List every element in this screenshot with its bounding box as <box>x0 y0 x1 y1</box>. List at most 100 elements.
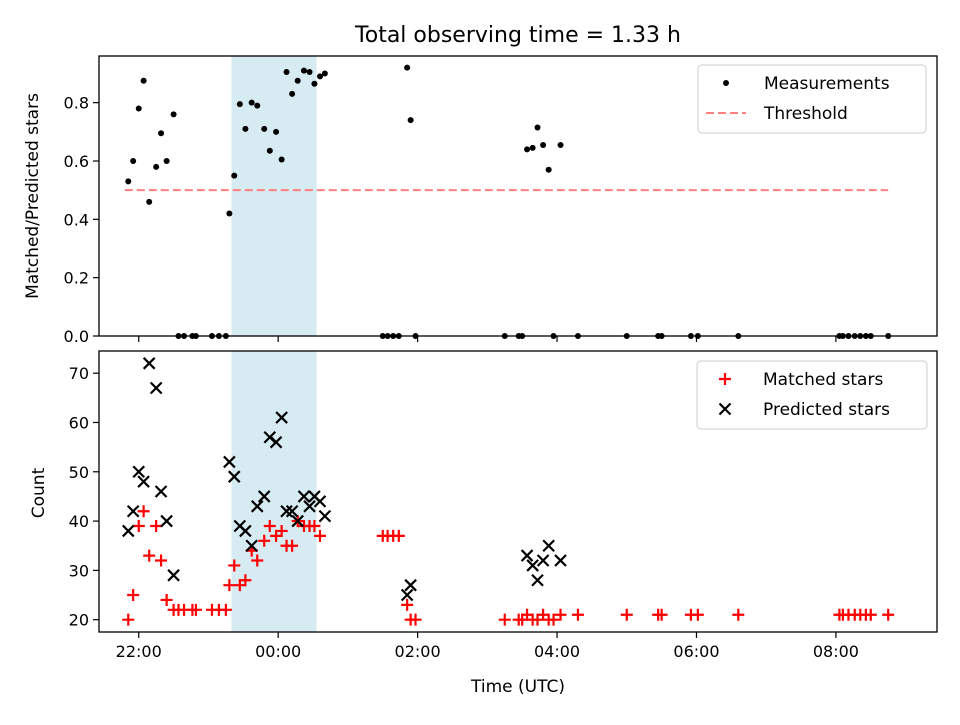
top-series-measurements-point <box>231 172 238 179</box>
bottom-series-matched-stars-point <box>155 554 168 567</box>
bottom-y-tick-label: 20 <box>69 611 89 630</box>
bottom-series-predicted-stars-point <box>167 569 180 582</box>
bottom-series-predicted-stars-point <box>531 573 544 587</box>
bottom-series-predicted-stars-point <box>526 559 539 572</box>
bottom-series-matched-stars-point <box>314 529 327 542</box>
bottom-series-predicted-stars-point <box>126 504 140 518</box>
bottom-series-predicted-stars-point <box>132 465 146 479</box>
bottom-series-matched-stars-point <box>122 613 135 626</box>
top-series-measurements-point <box>163 158 170 164</box>
bottom-legend-entry-label: Matched stars <box>763 370 883 390</box>
bottom-series-predicted-stars-point <box>275 411 288 424</box>
top-series-measurements-point <box>226 210 233 217</box>
chart-title: Total observing time = 1.33 h <box>354 23 681 48</box>
bottom-series-predicted-stars-point <box>142 357 156 370</box>
top-series-measurements-point <box>321 70 328 77</box>
bottom-series-predicted-stars-point <box>542 539 555 553</box>
bottom-series-matched-stars-point <box>223 579 236 592</box>
bottom-y-tick-label: 60 <box>69 413 89 432</box>
bottom-series-predicted-stars-point <box>404 578 417 592</box>
bottom-series-matched-stars-point <box>882 608 895 621</box>
bottom-series-predicted-stars-point <box>520 549 534 562</box>
bottom-series-predicted-stars-point <box>154 485 168 498</box>
bottom-series-predicted-stars-point <box>257 490 271 503</box>
bottom-x-tick-label: 04:00 <box>534 642 580 661</box>
bottom-series-predicted-stars-point <box>227 470 241 483</box>
bottom-x-tick-label: 06:00 <box>673 642 719 661</box>
bottom-series-matched-stars-point <box>228 559 241 572</box>
top-series-measurements-point <box>407 117 414 124</box>
bottom-series-matched-stars-point <box>864 608 877 621</box>
top-frame <box>98 55 938 337</box>
top-series-measurements-point <box>248 99 255 106</box>
top-panel: 0.0 0.2 0.4 0.6 0.8 Measurements Threshold <box>64 55 938 346</box>
top-series-measurements-point <box>242 125 249 132</box>
bottom-series-predicted-stars-point <box>554 554 567 567</box>
top-y-axis-label: Matched/Predicted stars <box>23 93 43 299</box>
bottom-series-predicted-stars-point <box>285 504 299 518</box>
top-series-measurements-point <box>300 67 307 74</box>
bottom-series-matched-stars-point <box>401 598 414 611</box>
bottom-y-tick-label: 50 <box>69 463 89 482</box>
top-series-measurements-point <box>261 125 268 132</box>
bottom-series-matched-stars-point <box>189 603 202 616</box>
bottom-series-predicted-stars-point <box>122 524 135 538</box>
top-legend-entry-label: Measurements <box>764 74 890 94</box>
top-series-measurements-point <box>283 69 290 76</box>
top-series-measurements-point <box>140 77 147 84</box>
bottom-series-predicted-stars-point <box>400 588 414 602</box>
bottom-series-matched-stars-point <box>547 613 560 626</box>
bottom-series-matched-stars-point <box>127 589 140 602</box>
top-series-measurements-point <box>158 130 165 137</box>
bottom-series-predicted-stars-point <box>297 490 311 503</box>
top-y-tick-label: 0.2 <box>64 269 89 288</box>
bottom-legend-entry-marker <box>719 373 731 385</box>
top-series-measurements-point <box>545 166 552 173</box>
bottom-series-predicted-stars-point <box>280 504 293 518</box>
bottom-series-predicted-stars-point <box>313 495 327 508</box>
bottom-series-matched-stars-point <box>308 520 321 533</box>
bottom-series-matched-stars-point <box>392 529 405 542</box>
bottom-series-matched-stars-point <box>620 608 633 621</box>
top-shaded-region <box>231 56 317 336</box>
top-series-measurements-point <box>125 178 132 185</box>
bottom-series-predicted-stars-point <box>303 500 316 513</box>
bottom-series-predicted-stars-point <box>149 381 163 395</box>
top-legend <box>697 64 927 134</box>
bottom-series-predicted-stars-point <box>291 514 304 528</box>
bottom-series-matched-stars-point <box>554 608 567 621</box>
top-series-measurements-point <box>557 141 564 148</box>
bottom-legend-entry-marker <box>718 402 732 416</box>
bottom-series-matched-stars-point <box>251 554 264 567</box>
top-series-measurements-point <box>306 69 313 76</box>
bottom-series-predicted-stars-point <box>536 554 550 567</box>
top-series-measurements-point <box>153 163 160 170</box>
top-y-tick-label: 0.6 <box>64 152 89 171</box>
top-series-measurements-point <box>278 156 285 163</box>
bottom-series-matched-stars-point <box>409 613 422 626</box>
bottom-series-predicted-stars-point <box>137 475 150 488</box>
bottom-legend <box>696 360 928 430</box>
top-series-measurements-point <box>130 158 137 164</box>
top-series-measurements-point <box>524 146 531 153</box>
bottom-series-predicted-stars-point <box>269 435 283 449</box>
bottom-series-matched-stars-point <box>732 608 745 621</box>
top-series-measurements-point <box>404 64 411 71</box>
bottom-series-matched-stars-point <box>691 608 704 621</box>
bottom-series-matched-stars-point <box>263 520 276 533</box>
bottom-series-predicted-stars-point <box>160 514 173 528</box>
top-series-measurements-point <box>289 90 296 97</box>
bottom-series-predicted-stars-point <box>245 539 258 553</box>
bottom-x-tick-label: 00:00 <box>255 642 301 661</box>
x-axis-label: Time (UTC) <box>470 677 565 697</box>
bottom-y-tick-label: 70 <box>69 364 89 383</box>
bottom-series-predicted-stars-point <box>318 509 332 523</box>
top-series-measurements-point <box>540 141 547 148</box>
bottom-x-tick-label: 08:00 <box>813 642 859 661</box>
bottom-panel: 20 30 40 50 60 70 22:00 00:00 02:00 04:00 06:00 08:… <box>69 350 938 661</box>
top-series-measurements-point <box>266 147 273 154</box>
bottom-series-matched-stars-point <box>160 593 173 606</box>
bottom-series-matched-stars-point <box>498 613 511 626</box>
bottom-series-predicted-stars-point <box>250 500 264 513</box>
